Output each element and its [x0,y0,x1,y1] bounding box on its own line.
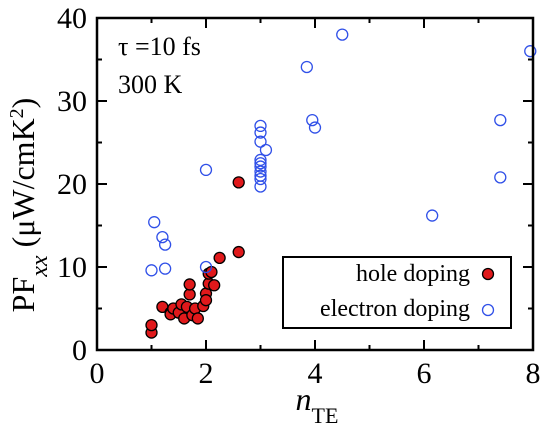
electron-doping-point [259,143,273,157]
electron-doping-point [306,113,319,127]
electron-doping-point [199,260,213,274]
electron-doping-point [426,209,439,222]
hole-doping-point [232,245,245,259]
legend-box [282,256,512,329]
annotation-tau: τ =10 fs [118,32,201,61]
x-tick-label: 8 [526,357,541,390]
electron-doping-point [148,216,161,229]
tick-labels: 0 2 4 6 8 0 10 20 30 40 [57,2,541,390]
hole-doping-point [208,279,221,292]
plot-frame [95,16,535,352]
electron-doping-point [254,180,267,193]
hole-doping-point [183,278,196,291]
electron-doping-point [145,264,158,277]
hole-doping-point [232,176,245,189]
electron-doping-point [254,119,267,133]
hole-doping-point [213,251,226,265]
y-axis-label: PFxx (μW/cmK2) [5,98,53,313]
electron-doping-point [254,126,267,139]
electron-doping-point [300,60,313,74]
electron-doping-point [254,160,267,173]
legend-label-electron-doping: electron doping [320,296,470,322]
y-tick-label: 20 [57,168,87,201]
x-tick-label: 4 [308,357,323,390]
legend-marker-electron-doping [481,303,495,317]
y-tick-label: 0 [72,334,87,367]
legend-marker-hole-doping [481,267,495,281]
data-points [145,28,537,339]
electron-doping-point [494,171,507,184]
x-tick-label: 2 [199,357,214,390]
x-tick-label: 6 [417,357,432,390]
y-tick-label: 30 [57,85,87,118]
y-tick-label: 40 [57,2,87,35]
x-axis-label: nTE [296,381,339,427]
electron-doping-point [158,238,172,251]
y-tick-label: 10 [57,251,87,284]
electron-doping-point [524,45,537,58]
electron-doping-point [494,113,507,127]
hole-doping-point [145,318,158,332]
annotation-temperature: 300 K [118,70,183,99]
legend: hole doping electron doping [282,256,512,329]
electron-doping-point [158,262,172,275]
electron-doping-point [254,157,267,170]
electron-doping-point [254,165,267,178]
electron-doping-point [308,121,322,134]
electron-doping-point [254,172,267,186]
electron-doping-point [156,230,169,244]
legend-label-hole-doping: hole doping [356,261,470,287]
electron-doping-point [199,163,213,177]
hole-doping-point [199,294,213,307]
electron-doping-point [336,28,349,41]
hole-doping-point [191,312,204,325]
x-tick-label: 0 [90,357,105,390]
